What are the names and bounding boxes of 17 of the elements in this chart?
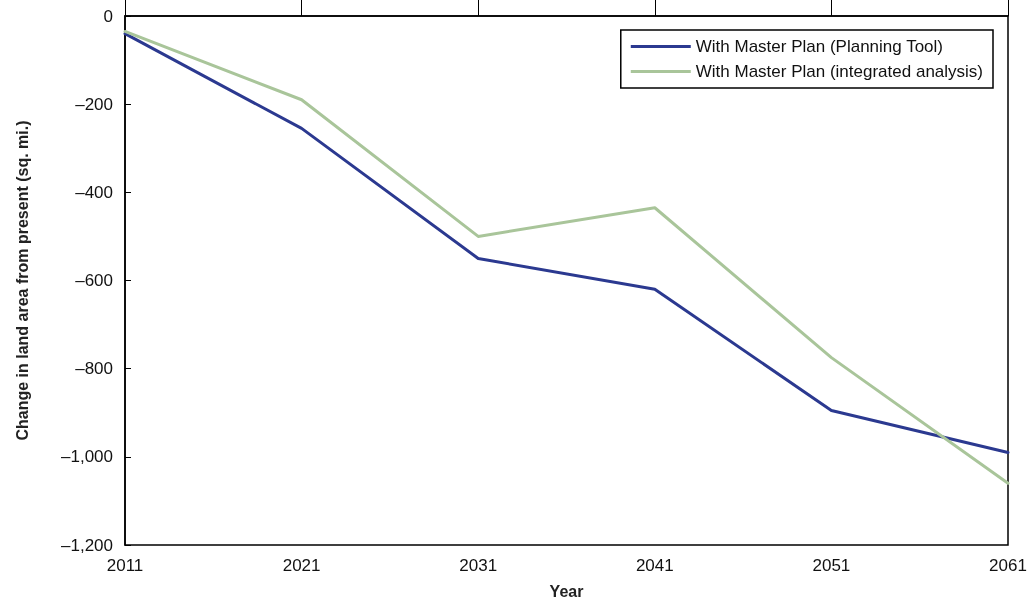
x-tick-label: 2051 [812, 556, 851, 575]
x-tick-label: 2011 [106, 556, 144, 575]
x-tick-label: 2041 [635, 556, 674, 575]
y-tick-label: –800 [75, 359, 113, 379]
y-tick-label: 0 [103, 6, 113, 26]
x-tick-label: 2021 [282, 556, 321, 575]
y-tick-label: –600 [75, 271, 113, 290]
y-tick-label: –1,000 [61, 447, 113, 467]
y-tick-label: –400 [75, 182, 113, 202]
legend-label: With Master Plan (Planning Tool) [695, 37, 944, 56]
legend-label: With Master Plan (integrated analysis) [695, 62, 984, 81]
x-axis-title: Year [549, 582, 584, 600]
y-axis-title: Change in land area from present (sq. mi.) [13, 120, 31, 441]
x-tick-label: 2031 [459, 556, 498, 575]
y-tick-label: –1,200 [61, 535, 113, 555]
y-tick-label: –200 [75, 94, 113, 114]
x-tick-label: 2061 [989, 556, 1027, 575]
